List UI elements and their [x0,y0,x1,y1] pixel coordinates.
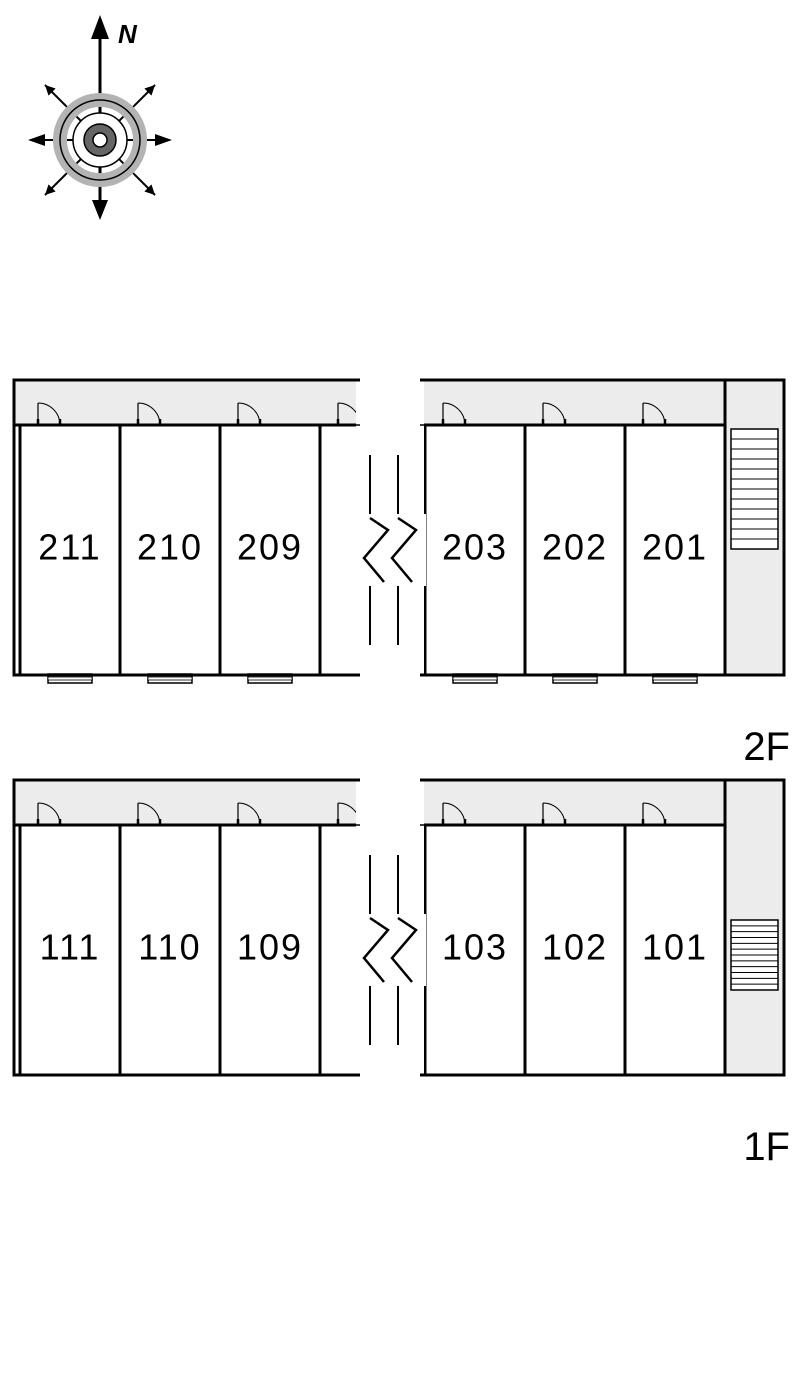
compass-north-label: N [118,19,138,49]
unit-label: 110 [138,927,201,968]
unit-label: 201 [642,527,708,568]
floor-f2: 211 210 209 203 202 201 2F [14,374,790,769]
unit-label: 209 [237,527,303,568]
unit-label: 111 [40,927,101,968]
unit-label: 103 [442,927,508,968]
unit-label: 203 [442,527,508,568]
floor-label-f1: 1F [743,1125,790,1169]
unit-label: 102 [542,927,608,968]
floor-label-f2: 2F [743,725,790,769]
unit-label: 101 [642,927,708,968]
unit-label: 211 [38,527,101,568]
unit-label: 202 [542,527,608,568]
unit-label: 210 [137,527,203,568]
compass-rose: N [28,15,172,220]
unit-label: 109 [237,927,303,968]
floor-f1: 111 110 109 103 102 101 1F [14,774,790,1169]
